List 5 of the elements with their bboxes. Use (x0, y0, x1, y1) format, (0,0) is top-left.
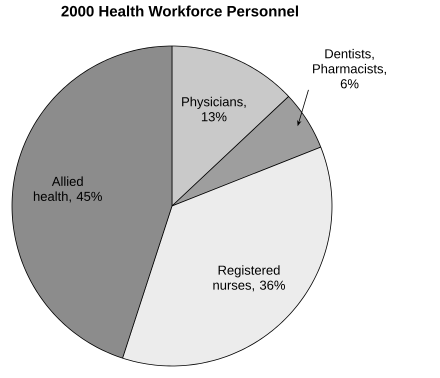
chart-title: 2000 Health Workforce Personnel (61, 5, 298, 16)
slice-label: Allied health, 45% (34, 176, 102, 203)
slice-label: Registered nurses, 36% (213, 265, 285, 292)
slice-label: Dentists, Pharmacists, 6% (313, 48, 386, 88)
slice-label: Physicians, 13% (182, 96, 246, 122)
